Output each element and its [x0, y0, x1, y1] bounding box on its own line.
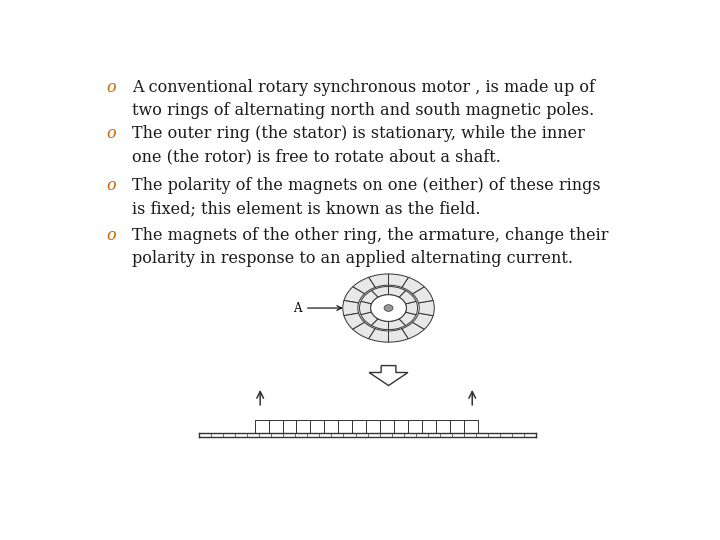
- Circle shape: [384, 305, 393, 312]
- Text: A conventional rotary synchronous motor , is made up of
two rings of alternating: A conventional rotary synchronous motor …: [132, 79, 595, 119]
- Wedge shape: [369, 329, 389, 342]
- Wedge shape: [405, 301, 418, 315]
- Text: o: o: [107, 79, 116, 96]
- Wedge shape: [353, 278, 375, 294]
- Bar: [297, 420, 310, 433]
- Wedge shape: [361, 291, 378, 304]
- Wedge shape: [389, 319, 405, 329]
- Wedge shape: [359, 301, 372, 315]
- Bar: [310, 420, 324, 433]
- Wedge shape: [389, 274, 408, 287]
- Wedge shape: [413, 287, 433, 303]
- Bar: [338, 420, 352, 433]
- Wedge shape: [402, 278, 424, 294]
- Wedge shape: [372, 286, 389, 298]
- Bar: [269, 420, 282, 433]
- Polygon shape: [369, 366, 408, 386]
- Bar: [450, 420, 464, 433]
- Wedge shape: [418, 300, 434, 315]
- Text: o: o: [107, 177, 116, 194]
- Bar: [352, 420, 366, 433]
- Text: A: A: [294, 301, 341, 314]
- Bar: [394, 420, 408, 433]
- Text: The outer ring (the stator) is stationary, while the inner
one (the rotor) is fr: The outer ring (the stator) is stationar…: [132, 125, 585, 165]
- Circle shape: [371, 295, 406, 321]
- Wedge shape: [361, 312, 378, 326]
- Wedge shape: [369, 274, 389, 287]
- Bar: [366, 420, 380, 433]
- Wedge shape: [413, 313, 433, 329]
- Wedge shape: [399, 312, 416, 326]
- Wedge shape: [344, 313, 364, 329]
- Text: The polarity of the magnets on one (either) of these rings
is fixed; this elemen: The polarity of the magnets on one (eith…: [132, 177, 600, 217]
- Bar: [282, 420, 297, 433]
- Wedge shape: [402, 322, 424, 339]
- Text: The magnets of the other ring, the armature, change their
polarity in response t: The magnets of the other ring, the armat…: [132, 227, 608, 267]
- Wedge shape: [399, 291, 416, 304]
- Bar: [422, 420, 436, 433]
- Wedge shape: [343, 300, 359, 315]
- Bar: [255, 420, 269, 433]
- Wedge shape: [372, 319, 389, 329]
- Bar: [436, 420, 450, 433]
- Text: o: o: [107, 227, 116, 244]
- Bar: [464, 420, 478, 433]
- Text: o: o: [107, 125, 116, 142]
- Wedge shape: [344, 287, 364, 303]
- Bar: [380, 420, 394, 433]
- Wedge shape: [389, 329, 408, 342]
- Wedge shape: [389, 286, 405, 298]
- Bar: [408, 420, 422, 433]
- Bar: [324, 420, 338, 433]
- Wedge shape: [353, 322, 375, 339]
